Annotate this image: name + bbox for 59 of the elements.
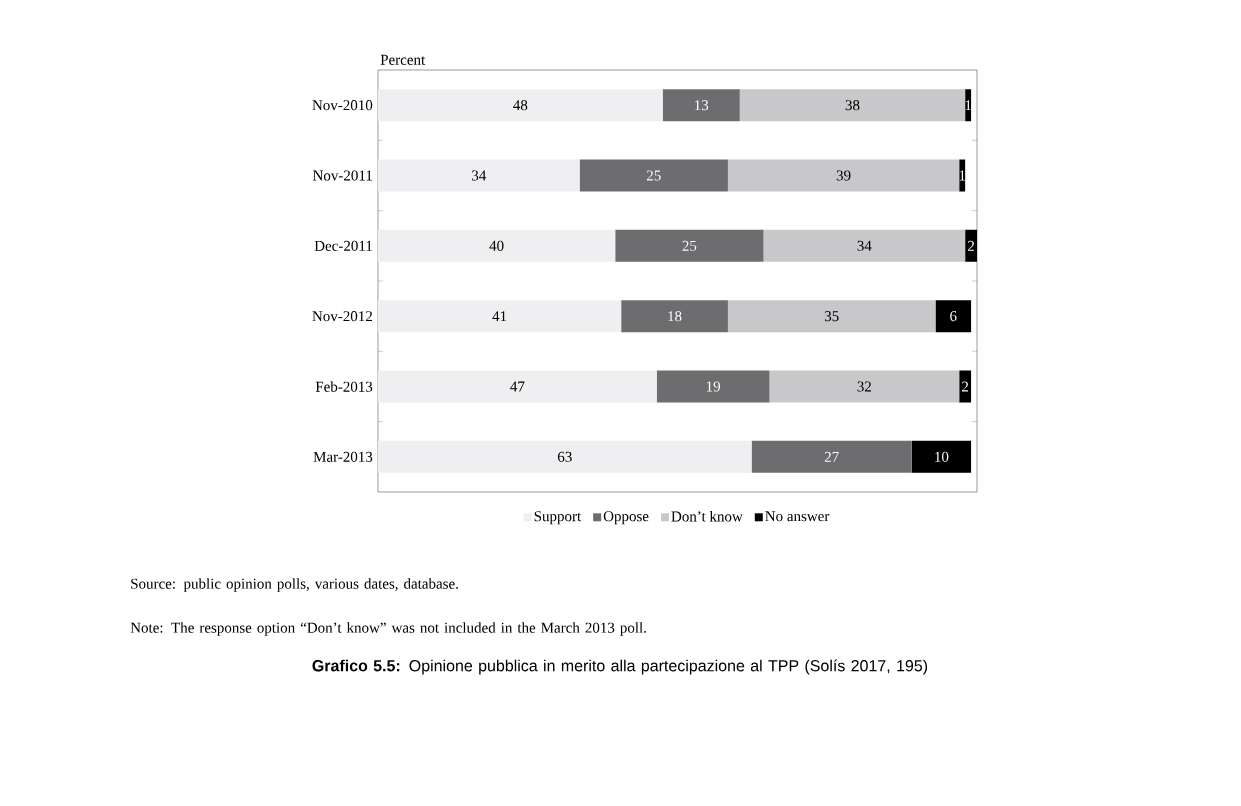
- bar: [656, 370, 770, 403]
- y-tick-label: Dec-2011: [314, 240, 372, 251]
- legend-label: Don’t know: [671, 510, 743, 522]
- data-label: 10: [935, 451, 949, 462]
- bar: [763, 229, 966, 262]
- data-label: 6: [950, 311, 957, 322]
- bar: [965, 89, 972, 122]
- data-label: 19: [706, 381, 720, 392]
- bar: [935, 300, 972, 333]
- legend-label: No answer: [765, 511, 830, 522]
- data-label: 32: [857, 381, 871, 392]
- bar: [959, 370, 972, 403]
- data-label: 13: [695, 100, 709, 111]
- bar: [662, 89, 740, 122]
- bar: [378, 89, 663, 122]
- bar: [727, 300, 936, 333]
- legend-label: Support: [534, 511, 582, 525]
- x-axis-title: Percent: [380, 54, 426, 65]
- bar: [959, 159, 966, 192]
- bar: [378, 300, 622, 333]
- text: Grafico 5.5: Opinione pubblica in merito alla partecipazione al TPP (Solís 2017, 195): [312, 659, 928, 675]
- y-tick-label: Nov-2012: [312, 311, 372, 322]
- bar: [378, 370, 657, 403]
- bar: [615, 229, 764, 262]
- data-label: 35: [824, 311, 839, 322]
- data-label: 34: [472, 170, 487, 181]
- data-label: 18: [668, 311, 682, 322]
- data-label: 47: [510, 381, 525, 392]
- bar: [579, 159, 728, 192]
- y-tick-label: Feb-2013: [315, 381, 373, 392]
- data-label: 27: [824, 451, 839, 462]
- data-label: 39: [836, 170, 851, 181]
- data-label: 2: [962, 381, 969, 392]
- data-label: 40: [489, 240, 504, 251]
- data-label: 25: [646, 170, 661, 181]
- bar: [911, 440, 972, 473]
- bar: [378, 229, 616, 262]
- legend-label: Oppose: [603, 511, 649, 525]
- y-tick-label: Mar-2013: [313, 451, 373, 462]
- data-label: 1: [965, 100, 971, 111]
- y-tick-label: Nov-2010: [312, 100, 373, 111]
- text: Note: The response option “Don’t know” was not included in the March 2013 poll.: [130, 622, 646, 636]
- bar: [739, 89, 966, 122]
- bar: [378, 440, 752, 473]
- data-label: 25: [682, 240, 697, 251]
- data-label: 1: [959, 170, 966, 181]
- bar: [769, 370, 960, 403]
- data-label: 34: [857, 240, 872, 251]
- data-label: 2: [967, 240, 974, 251]
- bar: [621, 300, 728, 333]
- bar: [727, 159, 960, 192]
- source-note: Source: public opinion polls, various dates, database.: [131, 578, 458, 592]
- data-label: 38: [845, 100, 860, 111]
- bar: [751, 440, 912, 473]
- data-label: 41: [492, 311, 507, 322]
- bar: [378, 159, 580, 192]
- data-label: 48: [513, 100, 528, 111]
- data-label: 63: [557, 451, 572, 462]
- y-tick-label: Nov-2011: [312, 170, 372, 181]
